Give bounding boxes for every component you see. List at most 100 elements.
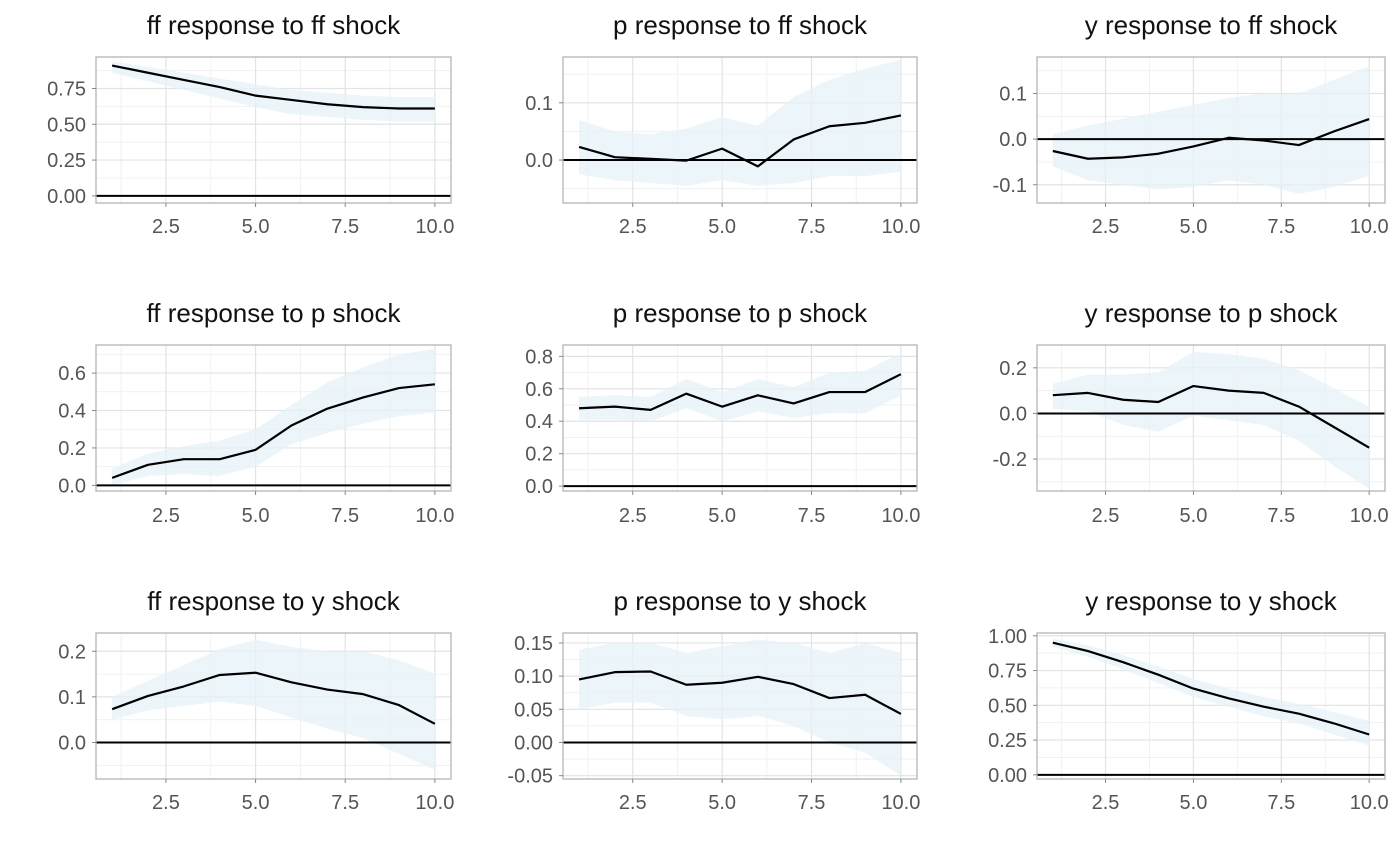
x-tick-label: 5.0 xyxy=(1180,792,1208,814)
x-tick-label: 5.0 xyxy=(1180,505,1208,527)
panel-title: ff response to y shock xyxy=(147,586,400,616)
x-tick-label: 10.0 xyxy=(1350,505,1389,527)
x-tick-label: 10.0 xyxy=(881,216,920,238)
confidence-band xyxy=(1052,351,1370,489)
x-tick-label: 2.5 xyxy=(152,505,180,527)
y-tick-label: 0.6 xyxy=(525,379,553,401)
x-tick-label: 10.0 xyxy=(415,216,454,238)
x-tick-label: 10.0 xyxy=(415,792,454,814)
response-line xyxy=(111,64,435,110)
y-tick-label: 0.50 xyxy=(988,695,1027,717)
x-tick-label: 2.5 xyxy=(619,216,647,238)
x-tick-label: 7.5 xyxy=(331,505,359,527)
panel-title: y response to p shock xyxy=(1084,298,1338,328)
y-tick-label: 0.4 xyxy=(58,401,86,423)
panel-border xyxy=(1036,632,1386,780)
y-tick-label: 0.1 xyxy=(999,84,1027,106)
x-tick-label: 2.5 xyxy=(1092,216,1120,238)
confidence-band xyxy=(112,639,435,770)
y-tick-label: 0.0 xyxy=(999,129,1027,151)
y-tick-label: 0.50 xyxy=(47,114,86,136)
x-tick-label: 10.0 xyxy=(1350,216,1389,238)
y-tick-label: 0.10 xyxy=(514,666,553,688)
y-tick-label: 0.00 xyxy=(988,765,1027,787)
y-tick-label: -0.2 xyxy=(993,449,1027,471)
response-line xyxy=(578,670,902,715)
y-tick-label: -0.05 xyxy=(507,766,553,788)
x-tick-label: 5.0 xyxy=(242,792,270,814)
x-tick-label: 2.5 xyxy=(152,216,180,238)
x-tick-label: 5.0 xyxy=(708,505,736,527)
y-tick-label: 0.0 xyxy=(58,733,86,755)
y-tick-label: 0.25 xyxy=(47,150,86,172)
panel-border xyxy=(95,56,452,204)
x-tick-label: 2.5 xyxy=(619,505,647,527)
x-tick-label: 2.5 xyxy=(152,792,180,814)
panel-title: y response to ff shock xyxy=(1084,10,1338,40)
x-tick-label: 7.5 xyxy=(331,792,359,814)
x-tick-label: 7.5 xyxy=(1267,505,1295,527)
y-tick-label: 0.75 xyxy=(988,661,1027,683)
response-line xyxy=(111,671,436,725)
x-tick-label: 7.5 xyxy=(1267,216,1295,238)
panel-border xyxy=(562,632,918,780)
x-tick-label: 10.0 xyxy=(415,505,454,527)
x-tick-label: 7.5 xyxy=(331,216,359,238)
confidence-band xyxy=(112,348,435,486)
panel-title: ff response to ff shock xyxy=(146,10,401,40)
panel-border xyxy=(1036,56,1386,204)
y-tick-label: 0.4 xyxy=(525,411,553,433)
y-tick-label: 0.75 xyxy=(47,78,86,100)
confidence-band xyxy=(579,59,901,186)
x-tick-label: 2.5 xyxy=(1092,505,1120,527)
panel-title: p response to y shock xyxy=(613,586,867,616)
y-tick-label: 0.2 xyxy=(58,641,86,663)
response-line xyxy=(578,114,902,168)
y-tick-label: 0.2 xyxy=(58,438,86,460)
x-tick-label: 10.0 xyxy=(1350,792,1389,814)
panel-border xyxy=(95,344,452,492)
y-tick-label: 0.2 xyxy=(525,444,553,466)
panel-title: p response to ff shock xyxy=(613,10,867,40)
y-tick-label: 0.00 xyxy=(47,186,86,208)
panel-border xyxy=(95,632,452,780)
response-line xyxy=(1052,118,1370,160)
x-tick-label: 7.5 xyxy=(1267,792,1295,814)
x-tick-label: 5.0 xyxy=(242,505,270,527)
x-tick-label: 5.0 xyxy=(242,216,270,238)
y-tick-label: 0.2 xyxy=(999,358,1027,380)
y-tick-label: 0.0 xyxy=(999,403,1027,425)
confidence-band xyxy=(1052,66,1370,194)
panel-border xyxy=(562,344,918,492)
x-tick-label: 10.0 xyxy=(881,792,920,814)
y-tick-label: 0.1 xyxy=(58,687,86,709)
x-tick-label: 7.5 xyxy=(798,216,826,238)
panel-border xyxy=(562,56,918,204)
response-line xyxy=(1052,384,1370,449)
response-line xyxy=(111,383,435,479)
x-tick-label: 2.5 xyxy=(1092,792,1120,814)
response-line xyxy=(579,373,902,411)
y-tick-label: 0.1 xyxy=(525,93,553,115)
y-tick-label: 0.25 xyxy=(988,730,1027,752)
x-tick-label: 2.5 xyxy=(619,792,647,814)
y-tick-label: 0.00 xyxy=(514,733,553,755)
panel-title: ff response to p shock xyxy=(146,298,401,328)
x-tick-label: 7.5 xyxy=(798,505,826,527)
x-tick-label: 10.0 xyxy=(881,505,920,527)
y-tick-label: 0.05 xyxy=(514,699,553,721)
y-tick-label: 0.0 xyxy=(58,475,86,497)
